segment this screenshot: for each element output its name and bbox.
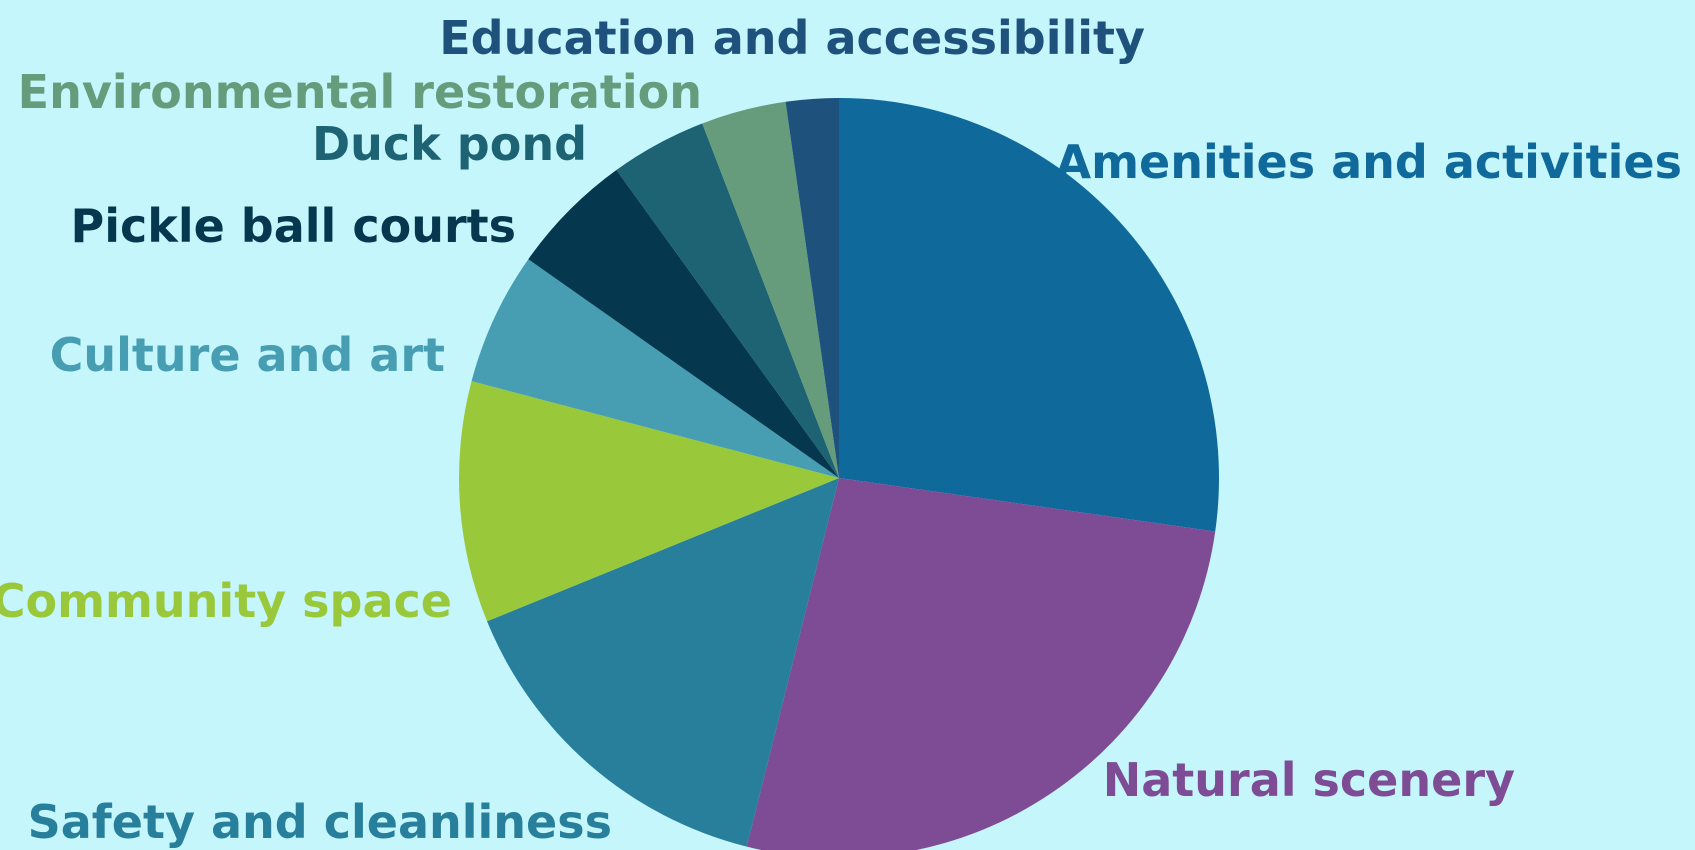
label-amenities-and-activities: Amenities and activities — [1056, 135, 1682, 189]
slice-pickle-ball-courts — [528, 170, 839, 478]
slice-environmental-restoration — [702, 101, 839, 478]
label-environmental-restoration: Environmental restoration — [18, 65, 702, 119]
slice-community-space — [459, 381, 839, 622]
slice-natural-scenery — [746, 478, 1216, 850]
label-pickle-ball-courts: Pickle ball courts — [70, 199, 516, 253]
label-community-space: Community space — [0, 574, 452, 628]
label-education-and-accessibility: Education and accessibility — [439, 11, 1145, 65]
pie-labels: Amenities and activities Natural scenery… — [0, 11, 1682, 849]
label-duck-pond: Duck pond — [312, 117, 587, 171]
label-natural-scenery: Natural scenery — [1103, 753, 1515, 807]
label-safety-and-cleanliness: Safety and cleanliness — [28, 795, 612, 849]
label-culture-and-art: Culture and art — [50, 328, 445, 382]
slice-amenities-and-activities — [839, 98, 1219, 532]
slice-culture-and-art — [471, 259, 839, 478]
slice-safety-and-cleanliness — [487, 478, 839, 847]
slice-education-and-accessibility — [785, 98, 839, 478]
pie-slices — [459, 98, 1219, 850]
slice-duck-pond — [616, 123, 839, 479]
